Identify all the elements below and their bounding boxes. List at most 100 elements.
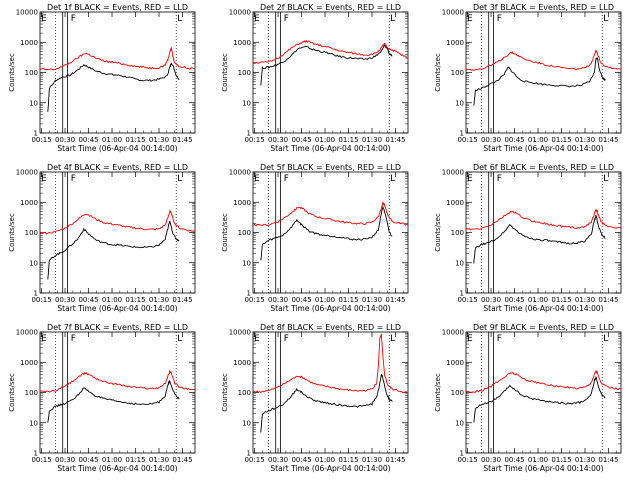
y-tick-label: 1 [247,450,251,458]
chart-panel: Det 7f BLACK = Events, RED = LLD 1 10 100 10… [8,323,196,473]
marker-label: L [603,174,608,184]
events-series-line [473,214,606,264]
events-series-line [473,376,606,423]
plot-frame [465,171,622,294]
y-axis-label: Counts/sec [221,53,229,92]
x-tick-label: 01:30 [362,136,382,144]
chart-panel: Det 2f BLACK = Events, RED = LLD 1 10 100 10… [221,3,409,153]
x-tick-label: 01:45 [598,136,618,144]
y-tick-label: 10000 [442,9,464,17]
x-tick-label: 01:00 [315,296,335,304]
x-tick-label: 01:15 [338,296,358,304]
y-axis-label: Counts/sec [221,213,229,252]
y-tick-label: 100 [25,229,38,237]
y-tick-label: 1000 [233,199,251,207]
events-series-line [473,57,606,106]
y-tick-label: 100 [238,389,251,397]
marker-label: E [467,174,473,184]
x-tick-label: 00:15 [457,136,477,144]
x-tick-label: 00:30 [268,456,288,464]
x-tick-label: 01:00 [102,136,122,144]
x-tick-label: 01:15 [551,456,571,464]
x-tick-label: 01:15 [125,136,145,144]
x-tick-label: 01:45 [385,456,405,464]
events-series-line [260,44,393,86]
y-tick-label: 10 [29,259,38,267]
y-tick-label: 10 [29,419,38,427]
y-tick-label: 10000 [442,329,464,337]
y-tick-label: 1000 [20,199,38,207]
lld-series-line [466,370,621,394]
x-axis-label: Start Time (06-Apr-04 00:14:00) [57,464,177,473]
y-tick-label: 1 [460,450,464,458]
lld-series-line [253,39,408,64]
y-axis-label: Counts/sec [8,53,16,92]
marker-label: L [390,14,395,24]
x-tick-label: 01:45 [172,296,192,304]
x-tick-label: 00:30 [481,296,501,304]
marker-label: F [71,334,76,344]
x-tick-label: 00:45 [78,136,98,144]
x-axis-label: Start Time (06-Apr-04 00:14:00) [483,304,603,313]
y-tick-label: 1 [460,130,464,138]
x-tick-label: 01:45 [598,296,618,304]
x-tick-label: 01:45 [385,296,405,304]
x-tick-label: 00:15 [244,296,264,304]
marker-label: E [41,14,47,24]
chart-title: Det 6f BLACK = Events, RED = LLD [473,163,614,172]
x-tick-label: 00:15 [31,136,51,144]
chart-title: Det 7f BLACK = Events, RED = LLD [47,323,188,332]
y-axis-label: Counts/sec [434,213,442,252]
y-tick-label: 10 [242,259,251,267]
y-tick-label: 1 [34,450,38,458]
y-tick-label: 1 [460,290,464,298]
events-series-line [47,379,180,423]
y-tick-label: 10000 [16,329,38,337]
y-tick-label: 100 [25,69,38,77]
y-tick-label: 10 [242,99,251,107]
chart-panel: Det 6f BLACK = Events, RED = LLD 1 10 100 10… [434,163,622,313]
x-tick-label: 01:45 [385,136,405,144]
y-tick-label: 100 [238,229,251,237]
marker-label: F [497,174,502,184]
x-tick-label: 01:15 [551,296,571,304]
marker-label: F [497,14,502,24]
plot-frame [252,11,409,134]
y-tick-label: 1 [34,290,38,298]
x-tick-label: 01:15 [551,136,571,144]
x-tick-label: 01:15 [338,136,358,144]
chart-panel: Det 5f BLACK = Events, RED = LLD 1 10 100 10… [221,163,409,313]
events-series-line [47,62,180,112]
y-axis-label: Counts/sec [434,53,442,92]
marker-label: L [177,334,182,344]
x-tick-label: 01:30 [362,296,382,304]
x-axis-label: Start Time (06-Apr-04 00:14:00) [483,464,603,473]
y-tick-label: 10000 [229,329,251,337]
marker-label: F [284,334,289,344]
x-tick-label: 01:45 [172,456,192,464]
events-series-line [260,374,393,433]
plot-frame [252,331,409,454]
marker-label: L [390,174,395,184]
marker-label: E [254,334,260,344]
x-tick-label: 00:15 [31,456,51,464]
marker-label: E [41,334,47,344]
x-tick-label: 01:30 [149,296,169,304]
marker-label: E [467,14,473,24]
x-tick-label: 01:30 [575,296,595,304]
y-tick-label: 10 [29,99,38,107]
marker-label: L [390,334,395,344]
y-tick-label: 100 [238,69,251,77]
x-tick-label: 00:45 [504,136,524,144]
x-tick-label: 00:30 [268,296,288,304]
x-axis-label: Start Time (06-Apr-04 00:14:00) [270,144,390,153]
x-tick-label: 00:45 [291,136,311,144]
x-tick-label: 00:15 [457,296,477,304]
x-tick-label: 01:45 [172,136,192,144]
chart-panel: Det 3f BLACK = Events, RED = LLD 1 10 100 10… [434,3,622,153]
x-tick-label: 00:30 [55,296,75,304]
y-tick-label: 10 [455,259,464,267]
chart-title: Det 9f BLACK = Events, RED = LLD [473,323,614,332]
y-axis-label: Counts/sec [8,213,16,252]
